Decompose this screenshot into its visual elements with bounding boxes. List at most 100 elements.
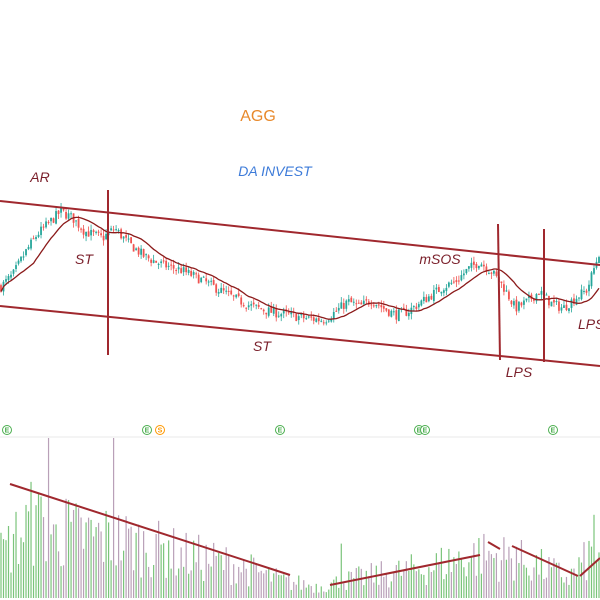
volume-bar	[288, 574, 290, 598]
annotation-lps-2: LPS	[578, 316, 600, 332]
volume-bar	[87, 517, 90, 598]
candle-body	[62, 208, 65, 211]
volume-bar	[15, 511, 17, 598]
candle-body	[225, 290, 228, 292]
volume-bar	[490, 554, 493, 598]
candle-body	[192, 272, 195, 275]
candle-body	[25, 249, 27, 256]
candle-body	[105, 233, 107, 240]
candle-body	[5, 279, 7, 282]
candle-body	[437, 287, 440, 293]
candle-body	[55, 211, 57, 224]
volume-bar	[160, 544, 162, 598]
candle-body	[147, 255, 150, 259]
candle-body	[513, 301, 515, 306]
volume-bar	[223, 570, 225, 598]
volume-bar	[20, 537, 22, 598]
candle-body	[180, 268, 183, 274]
svg-text:E: E	[423, 428, 428, 435]
candle-body	[205, 278, 208, 282]
volume-bar	[228, 554, 230, 598]
volume-bar	[370, 563, 372, 598]
candle-body	[125, 235, 128, 238]
volume-bar	[183, 566, 185, 598]
candle-body	[405, 308, 408, 316]
volume-bar	[365, 570, 367, 598]
volume-bar	[85, 522, 87, 598]
candle-body	[500, 281, 503, 283]
volume-bar	[400, 575, 402, 598]
candle-body	[15, 265, 17, 269]
candle-body	[553, 300, 555, 303]
candle-body	[155, 260, 158, 263]
candle-body	[508, 291, 510, 300]
candle-body	[270, 306, 273, 313]
volume-bar	[513, 580, 515, 598]
candle-body	[267, 307, 270, 316]
volume-bar	[105, 510, 107, 598]
volume-bar	[133, 570, 135, 598]
candle-body	[505, 290, 508, 292]
volume-bar	[500, 560, 503, 598]
candle-body	[310, 316, 313, 318]
volume-bar	[45, 561, 47, 598]
volume-bar	[345, 589, 347, 598]
volume-bar	[470, 556, 472, 598]
candle-body	[490, 272, 493, 274]
candle-body	[287, 312, 290, 314]
volume-bar	[248, 586, 250, 598]
volume-bar	[475, 575, 477, 598]
svg-text:E: E	[278, 428, 283, 435]
candle-body	[177, 267, 180, 270]
volume-bar	[303, 580, 305, 598]
volume-bar	[323, 591, 325, 598]
volume-bar	[193, 540, 195, 598]
volume-bar	[413, 564, 415, 598]
candle-body	[7, 276, 10, 280]
volume-bar	[290, 589, 292, 598]
candle-body	[305, 318, 308, 320]
candle-body	[538, 293, 540, 295]
event-marker: E	[275, 425, 285, 435]
volume-bar	[355, 568, 357, 598]
volume-bar	[238, 566, 240, 598]
volume-bar	[75, 503, 77, 598]
candle-body	[112, 229, 115, 231]
volume-bar	[300, 589, 302, 598]
price-panel	[0, 202, 600, 326]
candle-body	[357, 302, 360, 304]
volume-bar	[210, 566, 212, 598]
candle-body	[510, 300, 513, 305]
candle-body	[77, 218, 80, 228]
volume-bar	[243, 559, 245, 598]
candle-body	[130, 237, 133, 244]
chart-subtitle: DA INVEST	[238, 163, 313, 179]
candle-body	[297, 316, 300, 321]
svg-text:E: E	[5, 428, 10, 435]
candle-body	[462, 273, 465, 276]
volume-bar	[52, 524, 55, 598]
candle-body	[115, 229, 117, 231]
volume-trendline-1	[9, 483, 291, 576]
volume-bar	[67, 500, 70, 598]
candle-body	[260, 308, 263, 310]
volume-bar	[405, 561, 407, 598]
candle-body	[82, 228, 85, 235]
candle-body	[142, 248, 145, 257]
candle-body	[282, 310, 285, 314]
candle-body	[588, 284, 590, 292]
volume-bar	[203, 580, 205, 598]
candle-body	[477, 265, 480, 269]
candle-body	[252, 302, 255, 305]
volume-bar	[368, 576, 370, 598]
volume-bar	[233, 564, 235, 598]
candle-body	[422, 296, 425, 301]
volume-bar	[295, 584, 297, 598]
candle-body	[85, 231, 87, 237]
candle-body	[90, 229, 92, 236]
candle-body	[247, 305, 250, 308]
candle-body	[565, 304, 568, 311]
volume-bar	[438, 563, 440, 598]
candle-body	[427, 296, 430, 302]
annotation-ar: AR	[29, 169, 49, 185]
